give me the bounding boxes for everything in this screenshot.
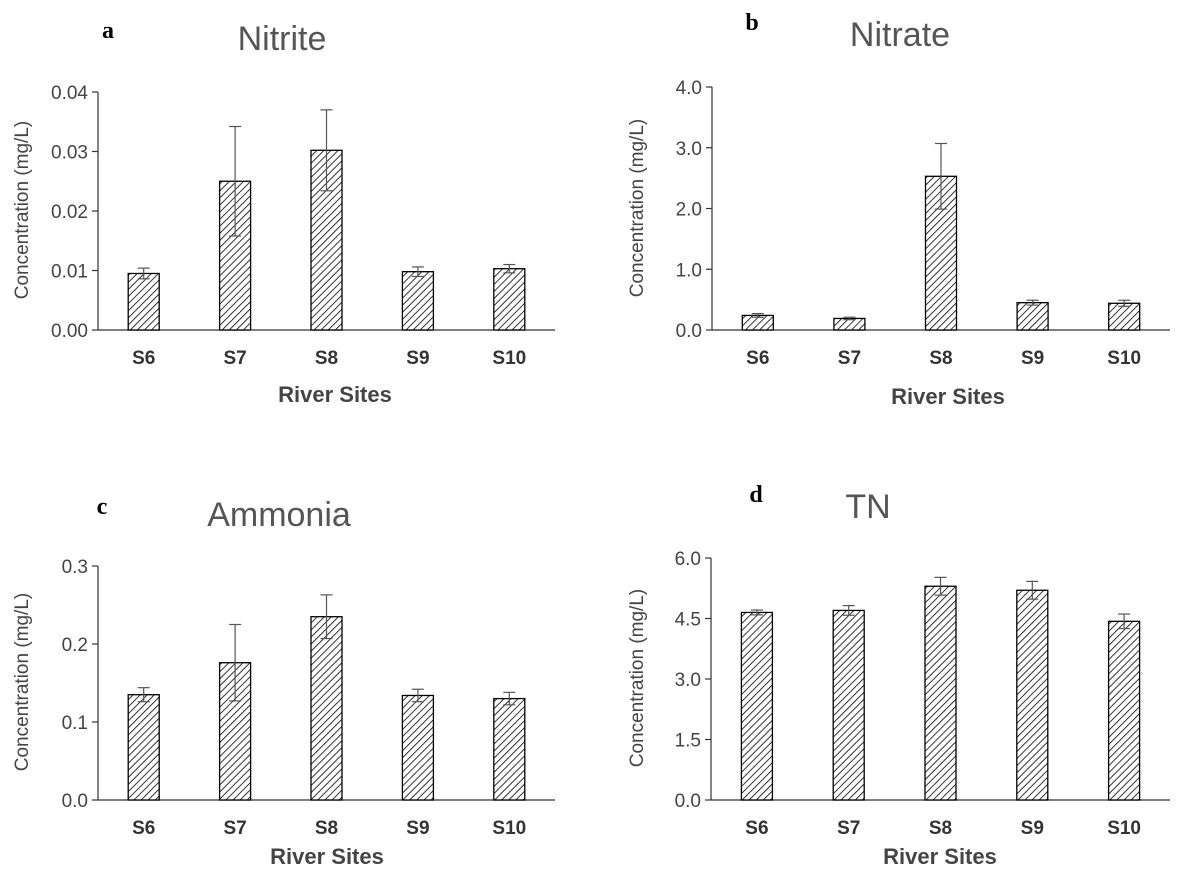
bar-s9 xyxy=(1016,302,1049,331)
y-axis-label: Concentration (mg/L) xyxy=(627,589,648,767)
y-tick-label: 0.3 xyxy=(62,557,88,578)
chart-panel-a: a Nitrite Concentration (mg/L) River Sites 0… xyxy=(12,18,555,407)
y-axis-label: Concentration (mg/L) xyxy=(12,121,33,299)
y-tick-label: 0.02 xyxy=(51,202,88,223)
x-tick-label: S10 xyxy=(1107,348,1141,369)
x-tick-label: S9 xyxy=(1021,818,1044,839)
panel-letter: c xyxy=(97,494,108,520)
x-tick-label: S7 xyxy=(837,818,860,839)
bar-s10 xyxy=(493,697,526,801)
x-axis-label: River Sites xyxy=(883,844,997,869)
y-tick-label: 1.5 xyxy=(675,731,701,752)
chart-title: Nitrite xyxy=(238,20,327,58)
chart-title: Ammonia xyxy=(207,496,351,534)
x-tick-label: S10 xyxy=(1107,818,1141,839)
x-tick-label: S10 xyxy=(492,818,526,839)
y-tick-label: 4.0 xyxy=(676,78,702,99)
y-tick-label: 6.0 xyxy=(675,549,701,570)
x-axis-label: River Sites xyxy=(278,382,392,407)
bar-s8 xyxy=(924,585,957,801)
bar-s9 xyxy=(1016,589,1049,801)
x-axis-label: River Sites xyxy=(270,844,384,869)
chart-title: Nitrate xyxy=(850,16,950,54)
bar-s10 xyxy=(1108,302,1141,331)
y-axis-label: Concentration (mg/L) xyxy=(12,593,33,771)
y-tick-label: 0.01 xyxy=(51,262,88,283)
bar-s7 xyxy=(832,609,865,801)
y-tick-label: 3.0 xyxy=(676,139,702,160)
x-tick-label: S6 xyxy=(132,348,155,369)
x-tick-label: S10 xyxy=(492,348,526,369)
x-tick-label: S8 xyxy=(929,818,952,839)
x-tick-label: S6 xyxy=(745,818,768,839)
bar-s6 xyxy=(127,272,160,331)
x-tick-label: S9 xyxy=(406,818,429,839)
chart-panel-d: d TN Concentration (mg/L) River Sites 0.0 1.5… xyxy=(627,482,1170,869)
chart-panel-c: c Ammonia Concentration (mg/L) River Sites 0… xyxy=(12,494,555,869)
bar-s8 xyxy=(310,149,343,331)
bar-s6 xyxy=(127,694,160,801)
y-axis-label: Concentration (mg/L) xyxy=(627,119,648,297)
bar-s9 xyxy=(401,271,435,331)
bar-s9 xyxy=(401,694,435,801)
x-tick-label: S8 xyxy=(929,348,952,369)
bar-s6 xyxy=(740,611,774,801)
y-tick-label: 0.00 xyxy=(51,321,88,342)
panel-letter: d xyxy=(749,482,763,508)
y-tick-label: 0.2 xyxy=(62,635,88,656)
y-tick-label: 0.0 xyxy=(675,791,701,812)
y-tick-label: 3.0 xyxy=(675,670,701,691)
y-tick-label: 0.0 xyxy=(62,791,88,812)
x-tick-label: S9 xyxy=(406,348,429,369)
bar-s10 xyxy=(493,268,526,331)
panel-letter: b xyxy=(745,10,758,36)
y-tick-label: 1.0 xyxy=(676,260,702,281)
y-tick-label: 0.1 xyxy=(62,713,88,734)
x-tick-label: S7 xyxy=(223,348,246,369)
y-tick-label: 4.5 xyxy=(675,610,701,631)
y-tick-label: 0.03 xyxy=(51,143,88,164)
y-tick-label: 0.04 xyxy=(51,83,88,104)
chart-panel-b: b Nitrate Concentration (mg/L) River Sites 0… xyxy=(627,10,1170,409)
panel-letter: a xyxy=(102,18,114,44)
x-tick-label: S7 xyxy=(223,818,246,839)
x-tick-label: S9 xyxy=(1021,348,1044,369)
x-tick-label: S6 xyxy=(132,818,155,839)
x-tick-label: S8 xyxy=(315,818,338,839)
x-axis-label: River Sites xyxy=(891,384,1005,409)
y-tick-label: 0.0 xyxy=(676,321,702,342)
x-tick-label: S6 xyxy=(746,348,769,369)
x-tick-label: S8 xyxy=(315,348,338,369)
y-tick-label: 2.0 xyxy=(676,200,702,221)
bar-s8 xyxy=(310,616,343,801)
bar-s10 xyxy=(1107,620,1141,801)
x-tick-label: S7 xyxy=(838,348,861,369)
chart-title: TN xyxy=(845,488,890,526)
